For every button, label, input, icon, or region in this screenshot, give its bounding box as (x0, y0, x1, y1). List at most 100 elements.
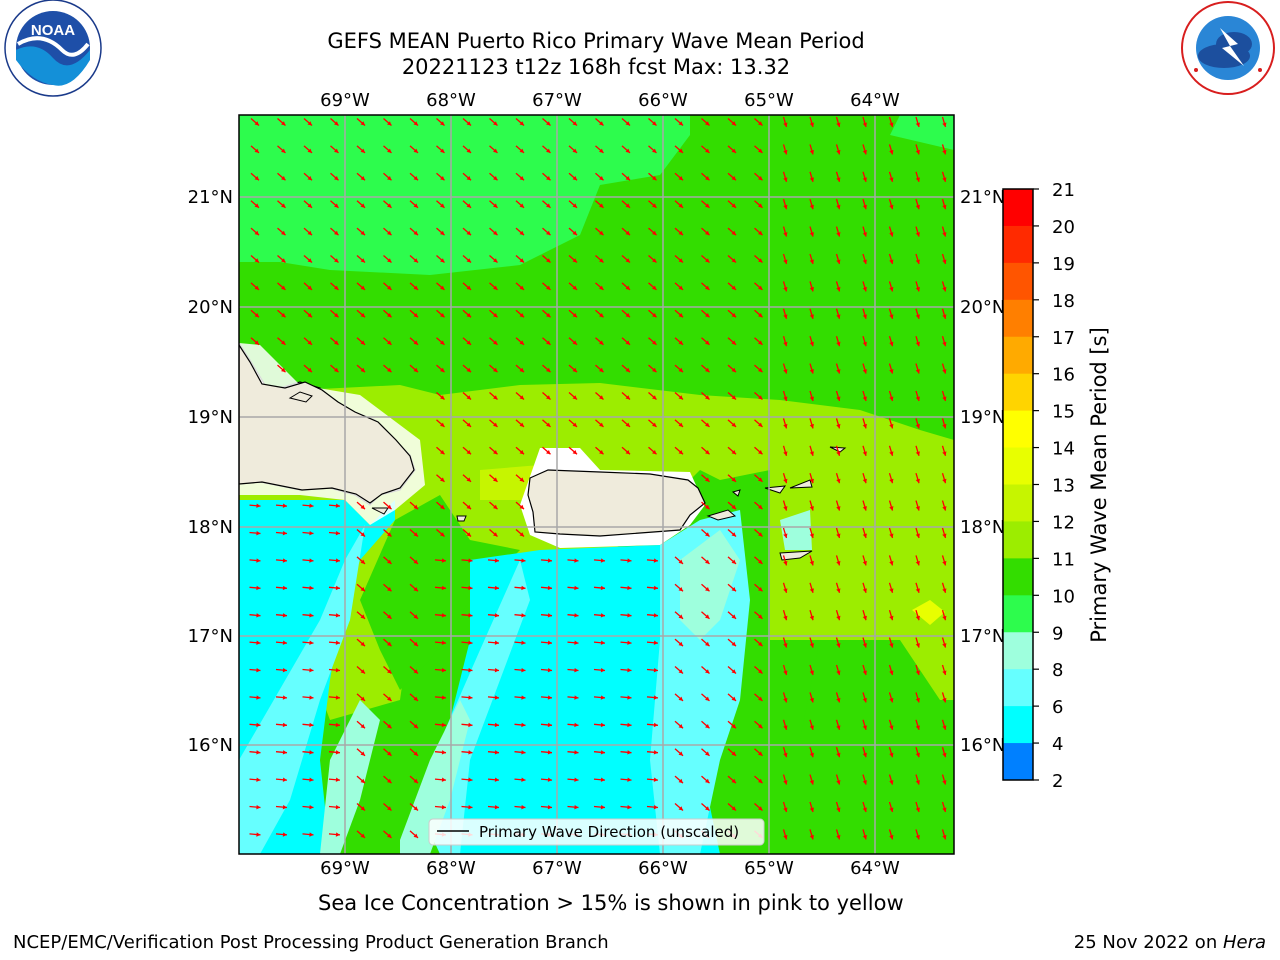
wave-arrow-head (942, 478, 947, 484)
wave-arrow-head (387, 696, 392, 701)
wave-arrow-head (652, 258, 657, 263)
wave-arrow-head (915, 807, 920, 812)
wave-arrow-head (625, 367, 630, 373)
wave-arrow-head (254, 148, 259, 153)
wave-arrow-head (783, 423, 788, 429)
wave-arrow-head (627, 722, 632, 728)
wave-arrow-head (546, 313, 551, 318)
wave-arrow-head (493, 176, 498, 181)
wave-arrow-head (600, 640, 605, 645)
wave-arrow-head (413, 148, 418, 153)
wave-arrow-head (862, 204, 867, 210)
wave-arrow-head (705, 285, 710, 290)
wave-arrow-head (889, 314, 894, 319)
wave-arrow-head (307, 285, 312, 290)
wave-arrow-head (836, 752, 841, 758)
wave-arrow-head (783, 177, 788, 182)
footer-branch: NCEP/EMC/Verification Post Processing Pr… (13, 932, 609, 953)
wave-arrow-head (493, 367, 498, 373)
wave-arrow-head (731, 203, 736, 208)
wave-arrow-head (705, 532, 710, 537)
wave-arrow-head (572, 230, 577, 236)
wave-arrow-head (915, 670, 920, 675)
lon-label-bottom: 65°W (744, 858, 794, 879)
wave-arrow-head (783, 232, 788, 237)
wave-arrow-head (942, 807, 947, 812)
wave-arrow-head (731, 313, 736, 318)
wave-arrow-head (783, 560, 788, 566)
wave-arrow-head (600, 667, 605, 673)
wave-arrow-head (521, 640, 526, 645)
wave-arrow-head (468, 695, 473, 700)
wave-arrow-head (256, 667, 261, 673)
wave-arrow-head (678, 641, 683, 647)
wave-arrow-head (678, 340, 683, 345)
wave-arrow-head (494, 558, 499, 563)
map-legend: Primary Wave Direction (unscaled) (428, 818, 765, 846)
wave-arrow-head (440, 340, 445, 345)
wave-arrow-head (307, 313, 312, 318)
wave-arrow-head (836, 232, 841, 237)
wave-arrow-head (519, 477, 524, 482)
wave-arrow-head (836, 697, 841, 703)
wave-arrow-head (256, 530, 261, 536)
wave-arrow-head (809, 423, 814, 429)
wave-arrow-head (307, 258, 312, 263)
wave-arrow-head (519, 121, 524, 126)
wave-arrow-head (758, 614, 763, 619)
wave-arrow-head (809, 725, 814, 730)
colorbar-segment (1003, 262, 1033, 301)
wave-arrow-head (413, 176, 418, 181)
wave-arrow-head (836, 149, 841, 155)
wave-arrow-head (466, 422, 471, 427)
wave-arrow-head (915, 560, 920, 566)
wave-arrow-head (413, 230, 418, 236)
wave-arrow-head (335, 777, 340, 782)
wave-arrow-head (809, 122, 814, 127)
wave-arrow-head (758, 477, 763, 482)
wave-arrow-head (836, 780, 841, 785)
wave-arrow-head (652, 313, 657, 318)
wave-arrow-head (256, 750, 261, 755)
colorbar-tick-label: 12 (1052, 512, 1075, 533)
wave-arrow-head (836, 369, 841, 374)
wave-arrow-head (519, 367, 524, 373)
wave-arrow-head (652, 121, 657, 126)
wave-arrow-head (836, 643, 841, 648)
wave-arrow-head (889, 177, 894, 182)
wave-arrow-head (942, 725, 947, 730)
wave-arrow-head (282, 832, 287, 837)
wave-arrow-head (519, 532, 524, 537)
wave-arrow-head (441, 722, 446, 728)
wave-arrow-head (519, 450, 524, 455)
wave-arrow-head (915, 122, 920, 127)
wave-arrow-head (335, 585, 340, 591)
wave-arrow-head (783, 780, 788, 785)
wave-arrow-head (254, 121, 259, 126)
wave-arrow-head (360, 504, 365, 510)
wave-arrow-head (758, 148, 763, 153)
wave-arrow-head (282, 640, 287, 645)
wave-arrow-head (254, 176, 259, 181)
wave-arrow-head (809, 560, 814, 566)
wave-arrow-head (678, 230, 683, 236)
colorbar: 21 20 19 18 17 16 15 14 13 12 11 10 9 8 6 4 2 (1002, 180, 1075, 792)
wave-arrow-head (809, 506, 814, 511)
wave-arrow-head (705, 340, 710, 345)
wave-arrow-head (862, 478, 867, 484)
wave-arrow-head (440, 121, 445, 126)
wave-arrow-head (360, 340, 365, 345)
wave-arrow-head (493, 313, 498, 318)
wave-arrow-head (600, 695, 605, 700)
wave-arrow-head (809, 341, 814, 347)
wave-arrow-head (758, 778, 763, 784)
wave-arrow-head (915, 369, 920, 374)
colorbar-segment (1003, 669, 1033, 707)
wave-arrow-head (282, 613, 287, 618)
wave-arrow-head (256, 558, 261, 563)
lat-label-right: 16°N (960, 735, 1005, 756)
wave-arrow-head (889, 834, 894, 840)
wave-arrow-head (731, 696, 736, 701)
wave-arrow-head (783, 122, 788, 127)
wave-arrow-head (599, 450, 604, 455)
